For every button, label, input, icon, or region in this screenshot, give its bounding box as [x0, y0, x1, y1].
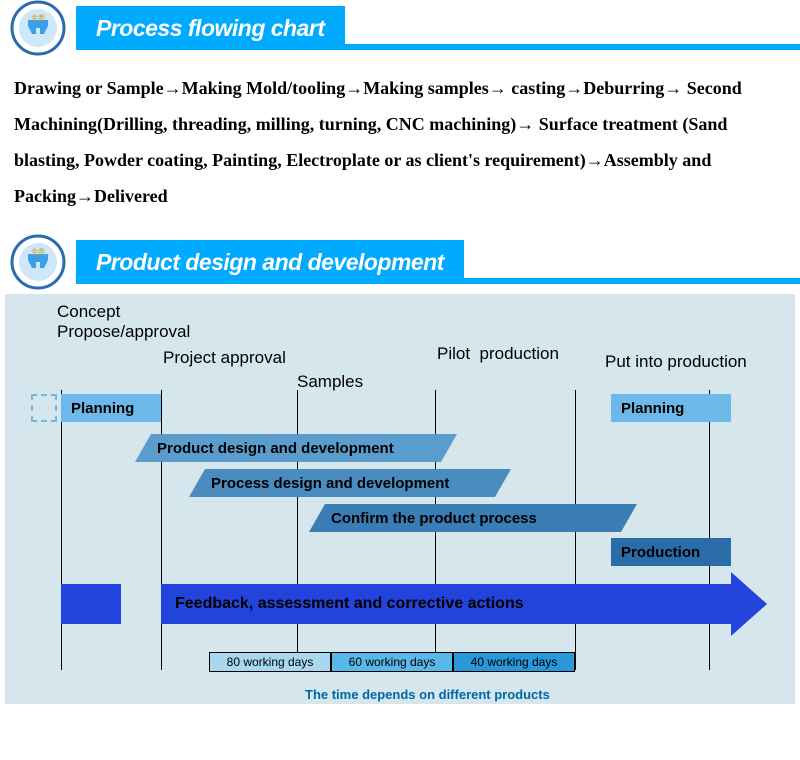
feedback-arrow: Feedback, assessment and corrective acti… — [161, 584, 731, 624]
milestone-label: Concept Propose/approval — [57, 302, 190, 342]
duration-cell: 60 working days — [331, 652, 453, 672]
milestone-label: Put into production — [605, 352, 747, 372]
gantt-bar-parallelogram: Product design and development — [151, 434, 441, 462]
gantt-footnote: The time depends on different products — [305, 687, 550, 702]
header-product-design: 金鼎 Product design and development — [0, 234, 800, 290]
header-process-flow: 金鼎 Process flowing chart — [0, 0, 800, 56]
title-tail-2 — [464, 278, 800, 284]
section-title-2: Product design and development — [76, 240, 464, 284]
svg-text:金鼎: 金鼎 — [31, 13, 45, 22]
bar-dashed-lead — [31, 394, 57, 422]
gantt-bar: Production — [611, 538, 731, 566]
gantt-bar-parallelogram: Process design and development — [205, 469, 495, 497]
svg-text:金鼎: 金鼎 — [31, 247, 45, 256]
milestone-label: Project approval — [163, 348, 286, 368]
company-logo-icon: 金鼎 — [10, 0, 66, 56]
milestone-vline — [161, 390, 162, 670]
gantt-chart: The time depends on different products C… — [5, 294, 795, 704]
arrow-head-icon — [731, 572, 767, 636]
company-logo-icon: 金鼎 — [10, 234, 66, 290]
duration-cell: 80 working days — [209, 652, 331, 672]
gantt-bar-parallelogram: Confirm the product process — [325, 504, 621, 532]
duration-cell: 40 working days — [453, 652, 575, 672]
milestone-vline — [297, 390, 298, 670]
gantt-bar: Planning — [611, 394, 731, 422]
arrow-pre-segment — [61, 584, 121, 624]
milestone-vline — [709, 390, 710, 670]
milestone-label: Pilot production — [437, 344, 559, 364]
title-tail-1 — [345, 44, 800, 50]
gantt-bar: Planning — [61, 394, 161, 422]
milestone-label: Samples — [297, 372, 363, 392]
milestone-vline — [61, 390, 62, 670]
process-flow-text: Drawing or Sample→Making Mold/tooling→Ma… — [0, 60, 800, 234]
section-title-1: Process flowing chart — [76, 6, 345, 50]
